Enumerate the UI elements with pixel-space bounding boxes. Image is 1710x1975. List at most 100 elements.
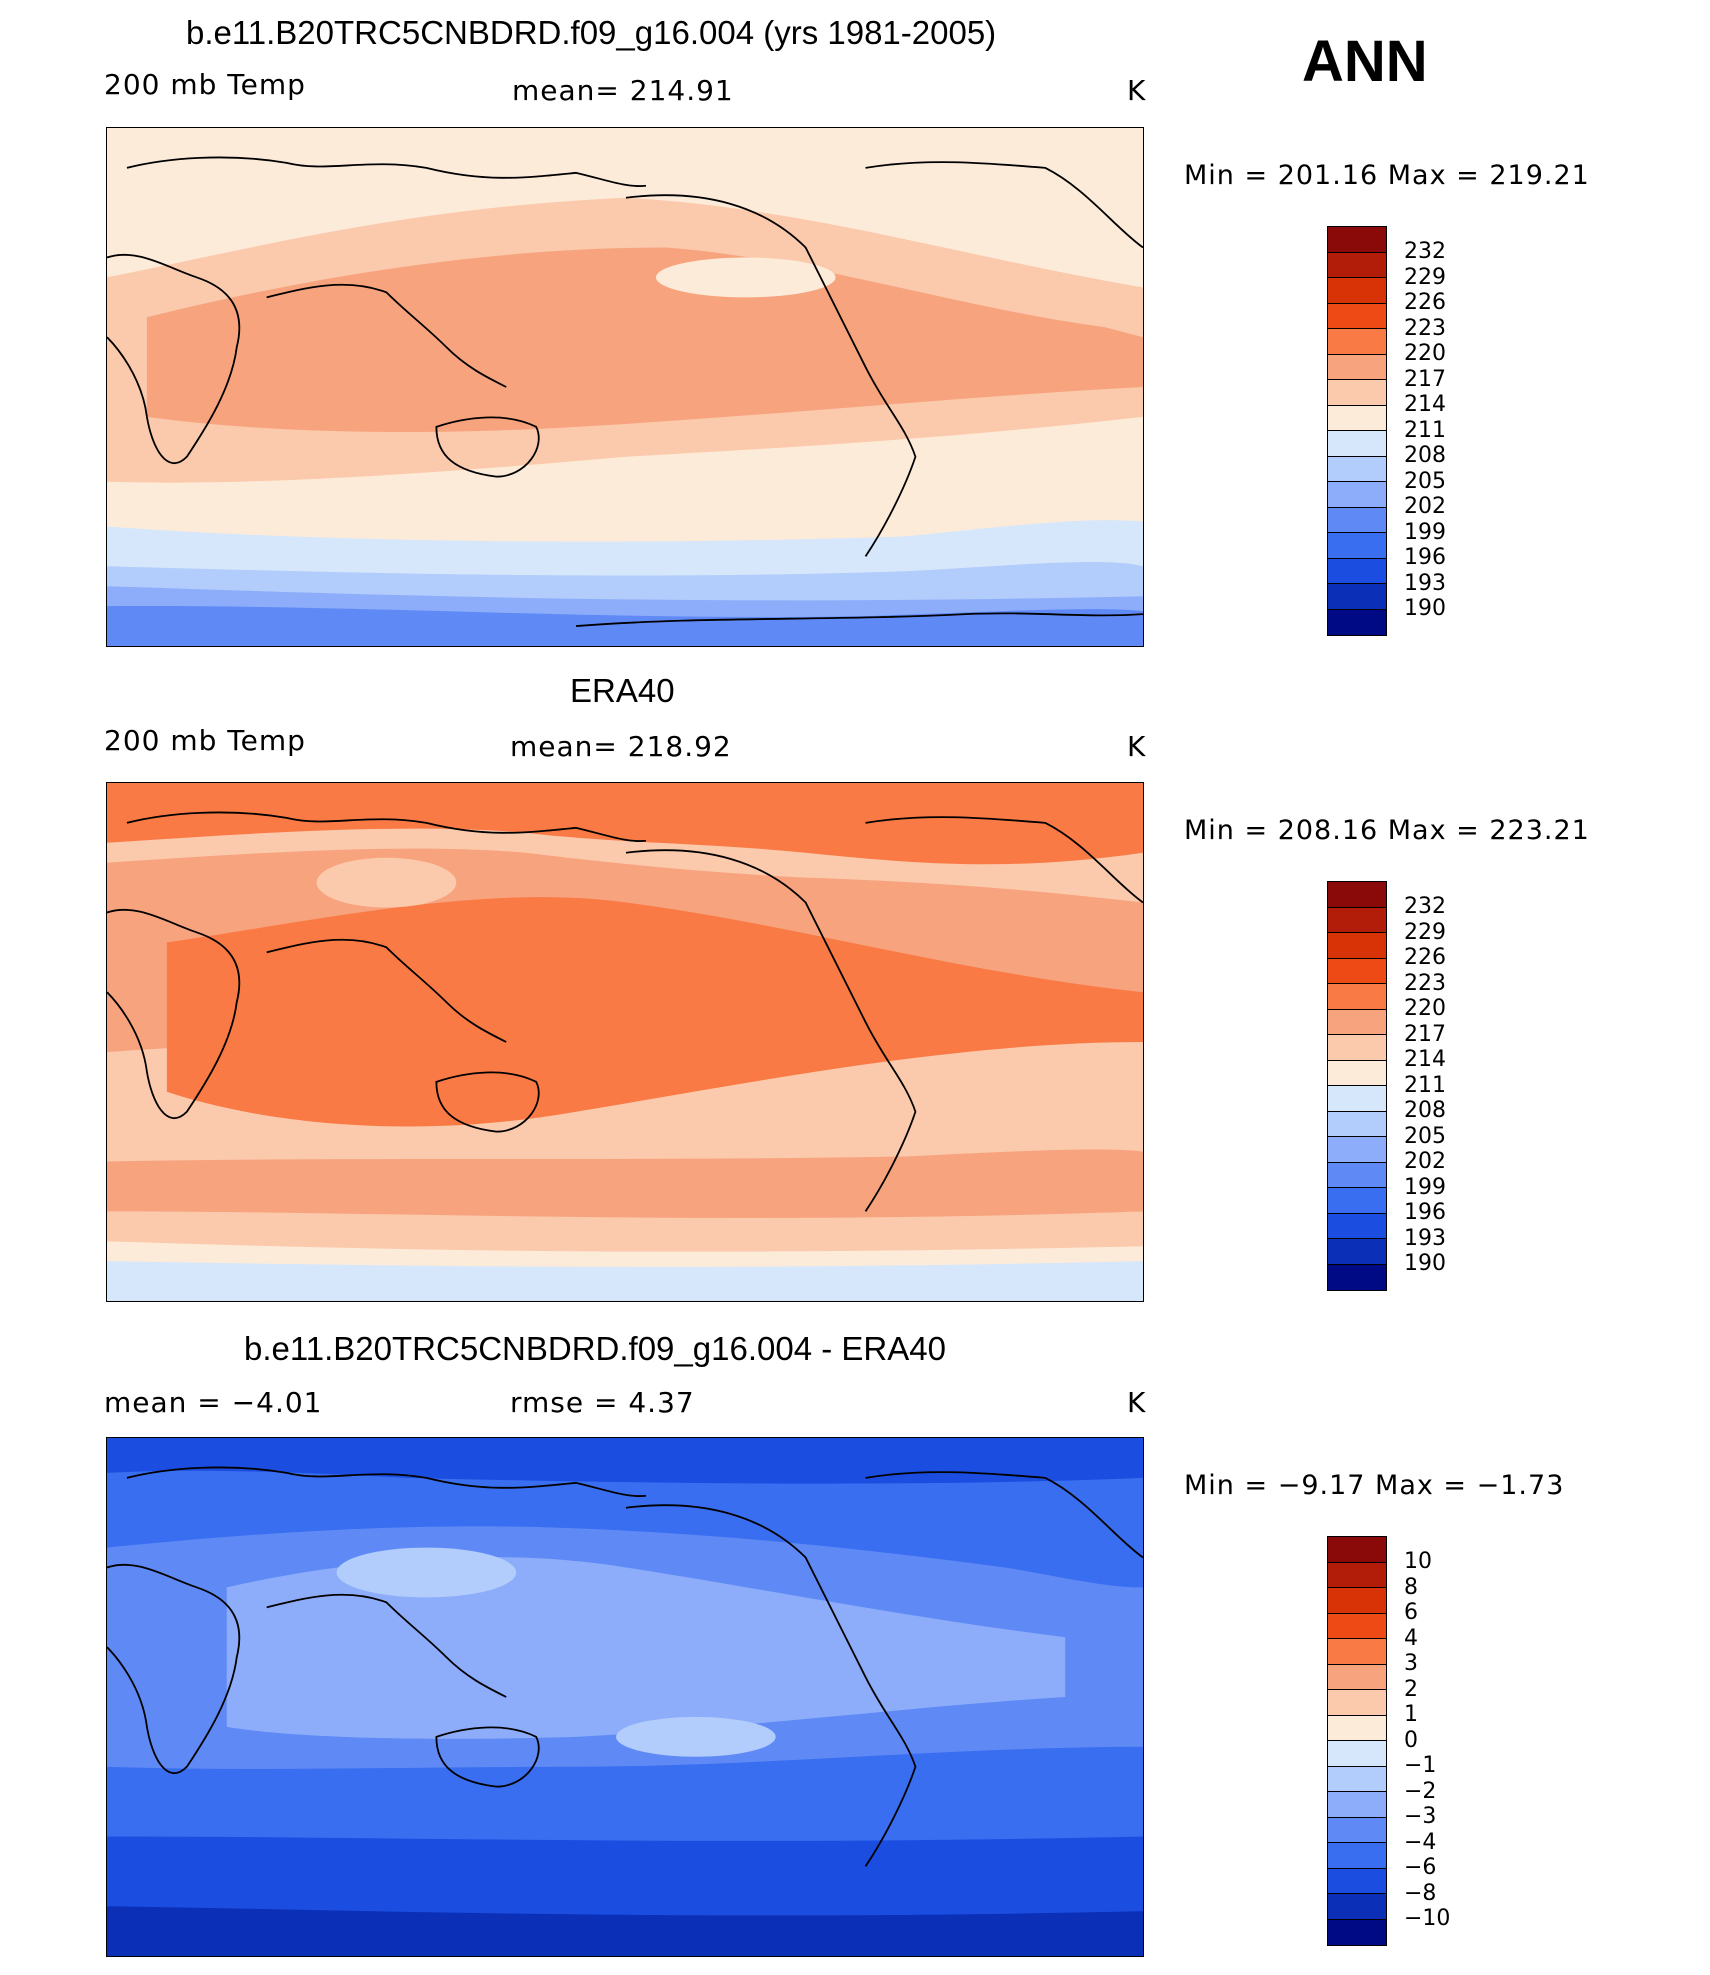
colorbar-label: 2 [1404,1676,1418,1702]
colorbar-label: −8 [1404,1880,1437,1906]
colorbar-swatch [1328,1715,1386,1741]
panel3-minmax: Min = −9.17 Max = −1.73 [1184,1470,1565,1501]
colorbar-label: 211 [1404,417,1446,443]
south-cool-4 [107,605,1143,646]
colorbar-label: 214 [1404,1047,1446,1072]
colorbar-swatch [1328,1060,1386,1086]
colorbar-label: 208 [1404,443,1446,468]
colorbar-swatch [1328,1817,1386,1843]
colorbar-swatch [1328,933,1386,959]
colorbar-label: 193 [1404,570,1446,596]
colorbar-swatch [1328,227,1386,253]
colorbar-swatch [1328,1537,1386,1563]
colorbar-swatch [1328,1264,1386,1290]
colorbar-swatch [1328,1741,1386,1767]
colorbar-label: 1 [1404,1702,1418,1727]
panel1-minmax: Min = 201.16 Max = 219.21 [1184,160,1590,191]
colorbar-label: 205 [1404,468,1446,494]
colorbar-swatch [1328,380,1386,406]
colorbar-label: 217 [1404,366,1446,392]
colorbar-label: −6 [1404,1855,1437,1880]
colorbar-label: 205 [1404,1123,1446,1149]
colorbar-label: 226 [1404,945,1446,970]
panel3-title: b.e11.B20TRC5CNBDRD.f09_g16.004 - ERA40 [244,1330,946,1367]
colorbar-swatch [1328,882,1386,908]
colorbar-label: −4 [1404,1829,1437,1855]
colorbar-label: 214 [1404,392,1446,417]
colorbar-label: 8 [1404,1574,1418,1600]
colorbar-label: 223 [1404,970,1446,996]
coastlines-2 [107,811,1143,1212]
warm-core [146,247,1143,433]
colorbar-swatch [1328,584,1386,610]
panel1-title: b.e11.B20TRC5CNBDRD.f09_g16.004 (yrs 198… [186,14,997,51]
colorbar-label: 0 [1404,1727,1418,1753]
colorbar-swatch [1328,507,1386,533]
panel3-mean: mean = −4.01 [104,1386,323,1419]
colorbar-swatch [1328,1664,1386,1690]
cool-spot-a [316,857,457,908]
diff-light-b [616,1716,776,1757]
colorbar-label: 202 [1404,1149,1446,1174]
colorbar-label: 229 [1404,919,1446,945]
colorbar-label: 211 [1404,1072,1446,1098]
panel2-colorbar [1327,881,1387,1291]
colorbar-label: 4 [1404,1625,1418,1651]
panel1-variable: 200 mb Temp [104,68,306,101]
panel3-rmse: rmse = 4.37 [510,1386,695,1419]
colorbar-swatch [1328,958,1386,984]
colorbar-swatch [1328,482,1386,508]
colorbar-label: 232 [1404,239,1446,264]
panel2-map [106,782,1144,1302]
colorbar-label: 3 [1404,1651,1418,1676]
colorbar-label: −2 [1404,1778,1437,1804]
tropical-warm [166,897,1143,1127]
colorbar-swatch [1328,1613,1386,1639]
colorbar-swatch [1328,252,1386,278]
colorbar-label: 10 [1404,1549,1432,1574]
colorbar-label: 196 [1404,545,1446,570]
colorbar-swatch [1328,533,1386,559]
colorbar-label: 202 [1404,494,1446,519]
colorbar-label: 232 [1404,894,1446,919]
colorbar-swatch [1328,609,1386,635]
colorbar-swatch [1328,1213,1386,1239]
colorbar-label: 6 [1404,1600,1418,1625]
colorbar-swatch [1328,1639,1386,1665]
colorbar-swatch [1328,1239,1386,1265]
diff-north [107,1438,1143,1484]
colorbar-label: 199 [1404,519,1446,545]
colorbar-label: 226 [1404,290,1446,315]
north-warm [107,783,1143,865]
colorbar-swatch [1328,1035,1386,1061]
diff-light-a [336,1547,517,1598]
colorbar-label: −10 [1404,1906,1451,1931]
panel2-mean: mean= 218.92 [510,730,732,763]
colorbar-swatch [1328,1162,1386,1188]
colorbar-swatch [1328,1009,1386,1035]
panel1-units: K [1127,74,1147,107]
colorbar-label: 208 [1404,1098,1446,1123]
panel1-map [106,127,1144,647]
cool-spot [655,257,836,298]
colorbar-label: 217 [1404,1021,1446,1047]
colorbar-swatch [1328,1588,1386,1614]
colorbar-label: 223 [1404,315,1446,341]
panel1-colorbar [1327,226,1387,636]
colorbar-label: 229 [1404,264,1446,290]
panel3-units: K [1127,1386,1147,1419]
colorbar-swatch [1328,1894,1386,1920]
colorbar-swatch [1328,1766,1386,1792]
colorbar-label: −1 [1404,1753,1437,1778]
colorbar-swatch [1328,329,1386,355]
colorbar-swatch [1328,1792,1386,1818]
panel3-colorbar [1327,1536,1387,1946]
colorbar-label: −3 [1404,1804,1437,1829]
colorbar-label: 220 [1404,341,1446,366]
colorbar-swatch [1328,278,1386,304]
colorbar-swatch [1328,1690,1386,1716]
colorbar-swatch [1328,984,1386,1010]
colorbar-label: 193 [1404,1225,1446,1251]
colorbar-swatch [1328,354,1386,380]
colorbar-swatch [1328,1919,1386,1945]
